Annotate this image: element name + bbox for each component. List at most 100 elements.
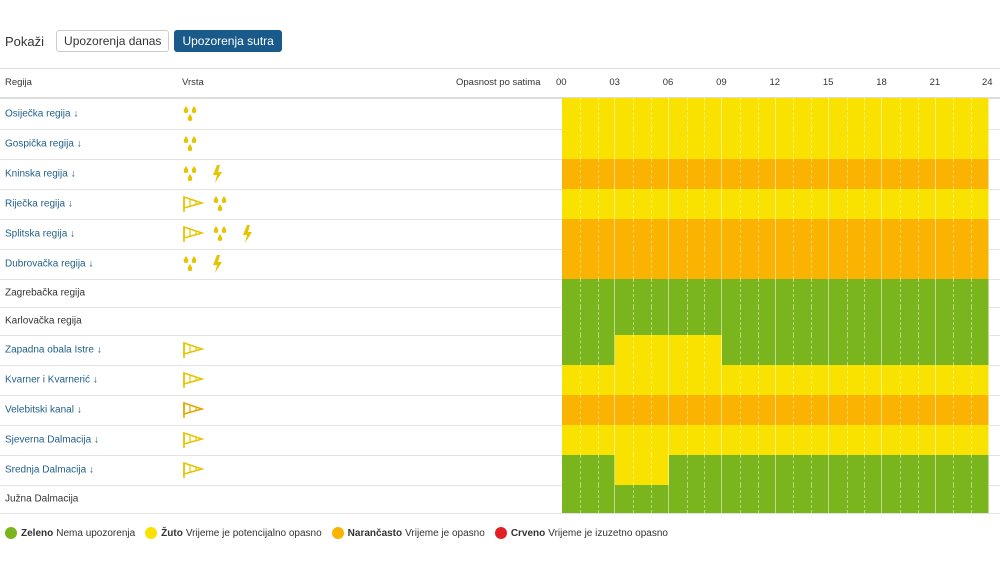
danger-cell [668, 159, 723, 189]
region-label: Osiječka regija [5, 108, 71, 119]
hour-divider [757, 98, 759, 129]
arrow-down-icon: ↓ [90, 374, 98, 386]
danger-cell [882, 279, 936, 307]
region-name[interactable]: Dubrovačka regija ↓ [5, 259, 93, 270]
region-name[interactable]: Zapadna obala Istre ↓ [5, 345, 102, 356]
hour-divider [953, 425, 955, 455]
hour-divider [633, 159, 635, 189]
warning-type-icons [182, 195, 240, 213]
danger-cell [668, 395, 723, 425]
wind-icon [182, 225, 212, 243]
region-name[interactable]: Sjeverna Dalmacija ↓ [5, 435, 99, 446]
hour-divider [739, 485, 741, 513]
hour-divider [793, 425, 795, 455]
hour-divider [739, 249, 741, 279]
danger-cell [615, 219, 669, 249]
region-name[interactable]: Osiječka regija ↓ [5, 108, 78, 119]
hour-divider [917, 395, 919, 425]
hour-divider [597, 189, 599, 219]
hour-divider [757, 307, 759, 335]
hourly-danger-bar [562, 485, 989, 513]
danger-cell [562, 98, 616, 129]
danger-cell [775, 455, 829, 485]
warning-type-icons [182, 224, 262, 244]
table-row: Karlovačka regija [0, 307, 1000, 336]
danger-cell [828, 129, 883, 159]
region-name: Zagrebačka regija [5, 288, 85, 299]
hour-divider [971, 335, 973, 365]
danger-cell [722, 455, 776, 485]
hour-divider [793, 279, 795, 307]
warning-type-icons [182, 164, 232, 184]
region-label: Karlovačka regija [5, 315, 82, 327]
legend-dot-icon [5, 527, 17, 539]
danger-cell [722, 279, 776, 307]
table-row: Južna Dalmacija [0, 485, 1000, 514]
hourly-danger-bar [562, 129, 989, 159]
hour-divider [917, 189, 919, 219]
hour-divider [704, 307, 706, 335]
region-name[interactable]: Velebitski kanal ↓ [5, 405, 82, 416]
region-label: Kvarner i Kvarnerić [5, 374, 91, 386]
hour-divider [971, 219, 973, 249]
region-label: Splitska regija [5, 228, 68, 240]
hour-divider [917, 279, 919, 307]
hour-divider [846, 395, 848, 425]
hour-divider [704, 249, 706, 279]
hour-divider [900, 249, 902, 279]
hour-divider [793, 455, 795, 485]
danger-cell [935, 335, 989, 365]
hour-divider [597, 485, 599, 513]
danger-cell [828, 455, 883, 485]
legend-description: Nema upozorenja [56, 527, 136, 539]
wind-icon [182, 341, 212, 359]
hour-divider [971, 455, 973, 485]
region-name[interactable]: Riječka regija ↓ [5, 199, 73, 210]
danger-cell [722, 189, 776, 219]
region-name[interactable]: Kninska regija ↓ [5, 169, 76, 180]
hour-divider [953, 485, 955, 513]
danger-cell [775, 98, 829, 129]
wind-icon [182, 195, 212, 213]
arrow-down-icon: ↓ [85, 258, 94, 270]
warning-type-icons [182, 401, 212, 419]
hour-divider [597, 159, 599, 189]
warnings-today-button[interactable]: Upozorenja danas [56, 30, 170, 52]
hour-divider [739, 98, 741, 129]
hour-label-18: 18 [876, 77, 887, 88]
rain-icon [182, 255, 210, 273]
table-row: Osiječka regija ↓ [0, 98, 1000, 130]
hour-divider [864, 129, 866, 159]
hour-divider [917, 425, 919, 455]
hour-divider [757, 189, 759, 219]
region-name[interactable]: Srednja Dalmacija ↓ [5, 465, 94, 476]
legend-description: Vrijeme je opasno [405, 527, 485, 539]
hour-label-00: 00 [556, 77, 567, 88]
region-name[interactable]: Kvarner i Kvarnerić ↓ [5, 375, 98, 386]
hour-divider [917, 249, 919, 279]
danger-cell [775, 279, 829, 307]
hour-divider [633, 485, 635, 513]
region-label: Južna Dalmacija [5, 493, 79, 505]
hour-divider [597, 279, 599, 307]
hourly-danger-bar [562, 395, 989, 425]
arrow-down-icon: ↓ [91, 434, 99, 446]
hour-divider [650, 129, 652, 159]
wind-icon [182, 371, 212, 389]
hourly-danger-bar [562, 98, 989, 129]
hour-divider [864, 455, 866, 485]
hour-divider [864, 189, 866, 219]
region-label: Dubrovačka regija [5, 258, 86, 270]
hour-divider [793, 219, 795, 249]
danger-cell [775, 159, 829, 189]
danger-cell [668, 279, 723, 307]
hour-label-21: 21 [929, 77, 941, 88]
hour-divider [597, 395, 599, 425]
hour-label-12: 12 [769, 77, 781, 88]
hour-divider [864, 219, 866, 249]
danger-cell [668, 98, 723, 129]
region-name[interactable]: Gospička regija ↓ [5, 139, 82, 150]
table-row: Dubrovačka regija ↓ [0, 249, 1000, 280]
warnings-tomorrow-button[interactable]: Upozorenja sutra [174, 30, 282, 52]
region-name[interactable]: Splitska regija ↓ [5, 229, 75, 240]
